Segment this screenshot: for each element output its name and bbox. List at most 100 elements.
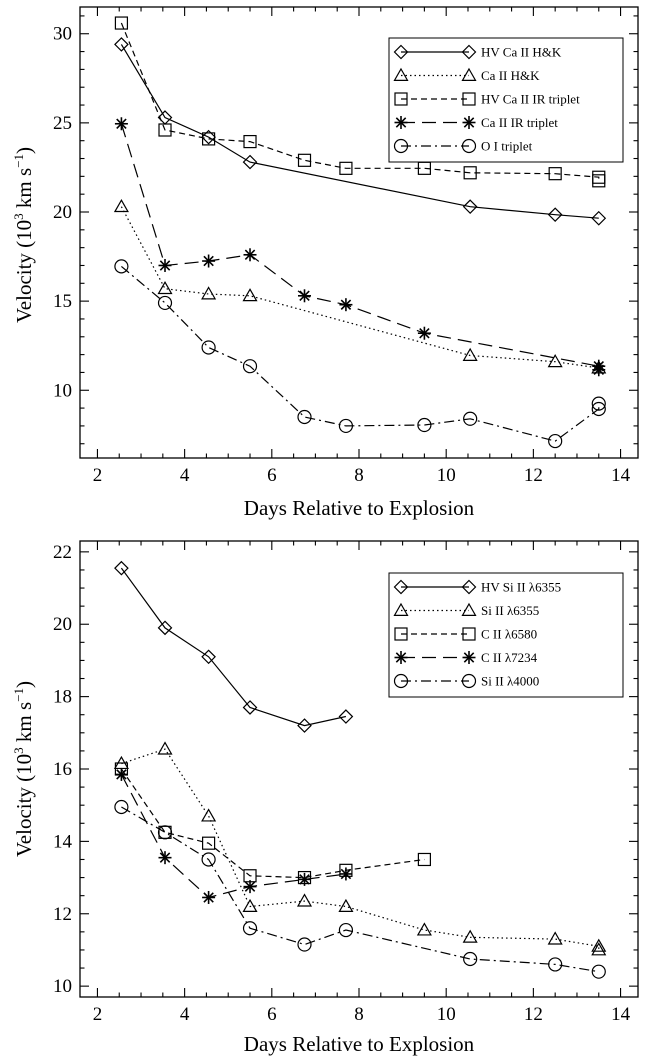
bottom-data-point xyxy=(201,852,216,867)
bottom-x-tick-label: 8 xyxy=(354,1004,364,1025)
top-data-point xyxy=(157,295,173,311)
top-legend-label: HV Ca II IR triplet xyxy=(481,92,580,107)
top-data-point xyxy=(592,363,606,377)
bottom-series-line xyxy=(120,567,347,727)
top-panel: 2 4 6 8 10 12 14 10 15 20 25 30 HV Ca II H&K Ca II H… xyxy=(11,6,639,520)
top-data-point xyxy=(463,411,478,426)
bottom-data-point xyxy=(416,922,432,936)
bottom-series-line xyxy=(120,768,425,879)
bottom-series-line xyxy=(121,748,600,950)
top-legend: HV Ca II H&K Ca II H&K HV Ca II IR triplet… xyxy=(388,37,624,163)
top-data-point xyxy=(339,298,353,312)
top-data-point xyxy=(114,259,129,274)
top-data-point xyxy=(591,401,606,417)
top-data-point xyxy=(242,154,258,170)
bottom-data-point xyxy=(201,649,216,665)
bottom-series-line xyxy=(120,774,346,899)
top-data-point xyxy=(157,280,173,295)
bottom-data-point xyxy=(297,937,312,952)
bottom-data-point xyxy=(243,880,257,894)
top-series-line xyxy=(120,44,599,219)
bottom-data-point xyxy=(338,709,354,724)
top-y-tick-label: 25 xyxy=(53,113,72,134)
bottom-data-point xyxy=(591,938,607,952)
bottom-legend-marker xyxy=(394,627,408,641)
bottom-legend-box xyxy=(388,572,624,698)
top-data-point xyxy=(591,396,606,411)
bottom-data-point xyxy=(298,872,312,886)
bottom-legend: HV Si II λ6355 Si II λ6355 C II λ6580 C II … xyxy=(388,572,624,698)
bottom-series-2 xyxy=(114,762,431,885)
top-data-point xyxy=(548,167,562,181)
top-y-tick-label: 10 xyxy=(53,380,72,401)
top-y-axis-title: Velocity (103 km s−1) xyxy=(11,147,36,323)
bottom-legend-marker xyxy=(461,673,477,689)
top-data-point xyxy=(243,248,257,262)
top-series-3 xyxy=(114,117,606,377)
top-legend-marker xyxy=(461,67,477,81)
bottom-data-point xyxy=(202,836,216,850)
top-data-point xyxy=(158,123,172,137)
bottom-data-point xyxy=(157,741,173,755)
top-data-point xyxy=(113,198,129,213)
top-legend-marker xyxy=(462,92,476,106)
bottom-y-tick-label: 18 xyxy=(53,687,72,708)
bottom-x-tick-label: 4 xyxy=(180,1004,190,1025)
top-data-point xyxy=(592,174,606,188)
top-x-tick-label: 10 xyxy=(437,465,456,486)
bottom-x-tick-label: 10 xyxy=(437,1004,456,1025)
top-data-point xyxy=(462,199,478,215)
bottom-data-point xyxy=(297,718,312,733)
top-data-point xyxy=(114,37,129,52)
bottom-legend-marker xyxy=(462,627,476,641)
top-data-point xyxy=(547,207,563,223)
bottom-y-tick-label: 22 xyxy=(53,542,72,563)
bottom-data-point xyxy=(591,964,606,979)
bottom-y-tick-label: 12 xyxy=(53,904,72,925)
bottom-data-point xyxy=(158,851,172,865)
bottom-data-point xyxy=(114,560,129,576)
top-series-2 xyxy=(114,16,606,188)
top-data-point xyxy=(201,129,216,145)
bottom-legend-label: HV Si II λ6355 xyxy=(481,580,561,595)
top-x-tick-label: 6 xyxy=(267,465,277,486)
bottom-panel: 2 4 6 8 10 12 14 10 12 14 16 18 20 22 HV Si II λ6355 S… xyxy=(11,540,639,1056)
bottom-y-tick-label: 20 xyxy=(53,614,72,635)
top-series-line xyxy=(121,265,600,442)
top-y-tick-label: 15 xyxy=(53,291,72,312)
top-legend-marker xyxy=(462,116,476,129)
top-data-point xyxy=(591,210,607,226)
top-data-point xyxy=(339,161,353,175)
bottom-legend-label: C II λ7234 xyxy=(481,650,538,665)
bottom-data-point xyxy=(462,929,478,943)
bottom-data-point xyxy=(417,852,431,867)
bottom-y-tick-label: 14 xyxy=(53,831,73,852)
bottom-data-point xyxy=(591,942,607,956)
top-legend-label: Ca II IR triplet xyxy=(481,115,558,130)
bottom-legend-label: Si II λ4000 xyxy=(481,674,539,689)
bottom-y-tick-label: 16 xyxy=(53,759,72,780)
bottom-data-point xyxy=(338,898,354,912)
bottom-data-point xyxy=(339,867,353,881)
top-x-tick-label: 4 xyxy=(180,465,190,486)
top-data-point xyxy=(201,286,217,300)
top-x-axis-title: Days Relative to Explosion xyxy=(244,496,475,520)
bottom-legend-label: C II λ6580 xyxy=(481,627,537,642)
bottom-data-point xyxy=(242,921,258,936)
bottom-data-point xyxy=(296,893,313,907)
top-legend-label: HV Ca II H&K xyxy=(481,45,562,60)
top-series-1 xyxy=(113,198,607,374)
bottom-data-point xyxy=(548,957,563,972)
bottom-legend-marker xyxy=(461,579,477,595)
top-series-line xyxy=(120,206,599,369)
bottom-legend-marker xyxy=(461,602,477,616)
bottom-legend-marker xyxy=(393,602,409,616)
bottom-x-tick-label: 2 xyxy=(93,1004,103,1025)
top-data-point xyxy=(158,258,172,272)
top-data-point xyxy=(463,166,477,180)
top-legend-marker xyxy=(393,44,409,60)
top-data-point xyxy=(338,418,354,434)
bottom-data-point xyxy=(157,620,173,636)
bottom-legend-marker xyxy=(393,579,409,595)
top-data-point xyxy=(462,347,478,361)
